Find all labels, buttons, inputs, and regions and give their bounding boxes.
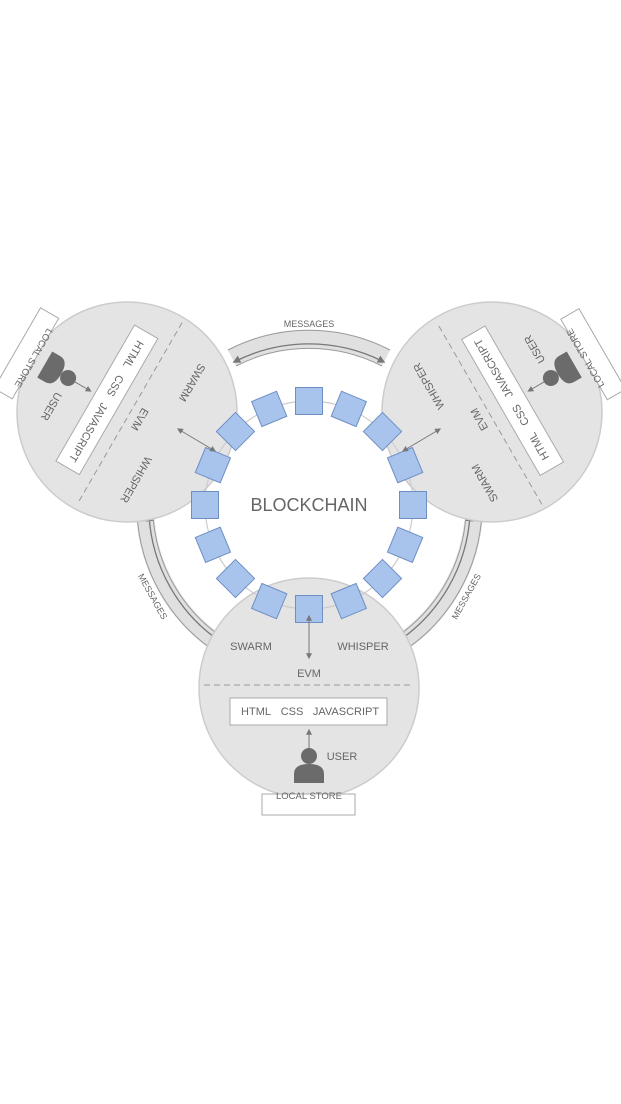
block — [386, 526, 424, 564]
evm-arrows — [176, 428, 442, 660]
block — [330, 582, 368, 620]
block — [194, 526, 232, 564]
block — [295, 387, 323, 415]
local-store-label: LOCAL STORE — [276, 791, 342, 802]
blockchain-title: BLOCKCHAIN — [250, 495, 367, 515]
block — [250, 582, 288, 620]
blockchain-ring: BLOCKCHAIN — [191, 387, 427, 623]
node-top-right: HTML CSS JAVASCRIPT USER LOCAL STORE EVM… — [342, 253, 621, 562]
block — [250, 390, 288, 428]
user-label: USER — [327, 751, 358, 763]
javascript-label: JAVASCRIPT — [313, 706, 379, 718]
block — [191, 491, 219, 519]
message-arrow-top — [232, 343, 386, 363]
block — [295, 595, 323, 623]
message-arrow-left — [145, 513, 223, 643]
evm-label: EVM — [297, 668, 321, 680]
evm-arrow-right — [401, 428, 442, 452]
whisper-label: WHISPER — [337, 641, 388, 653]
html-label: HTML — [241, 706, 271, 718]
block — [362, 411, 403, 452]
block — [386, 446, 424, 484]
css-label: CSS — [281, 706, 304, 718]
node-top-left: HTML CSS JAVASCRIPT USER LOCAL STORE EVM… — [0, 253, 277, 562]
block — [362, 558, 403, 599]
swarm-label: SWARM — [230, 641, 272, 653]
message-arrow-right — [395, 513, 474, 643]
block — [194, 446, 232, 484]
block — [215, 411, 256, 452]
message-arrows — [145, 343, 474, 643]
messages-label-top: MESSAGES — [284, 319, 335, 329]
block — [330, 390, 368, 428]
block — [215, 558, 256, 599]
evm-arrow-left — [176, 428, 217, 452]
block — [399, 491, 427, 519]
node-bottom: HTML CSS JAVASCRIPT USER LOCAL STORE EVM… — [199, 578, 419, 815]
